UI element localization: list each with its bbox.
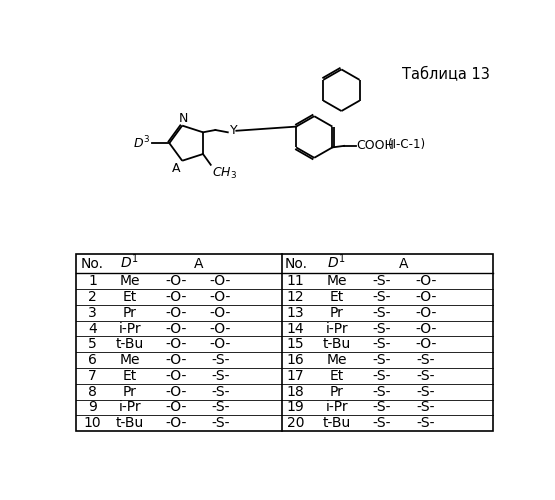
Text: 6: 6 xyxy=(88,353,97,367)
Text: A: A xyxy=(399,256,408,270)
Text: -O-: -O- xyxy=(165,338,187,351)
Text: -O-: -O- xyxy=(165,384,187,398)
Text: -S-: -S- xyxy=(372,322,391,336)
Text: -S-: -S- xyxy=(417,353,435,367)
Text: 15: 15 xyxy=(287,338,305,351)
Text: 1: 1 xyxy=(88,274,97,288)
Text: Pr: Pr xyxy=(330,384,344,398)
Text: -O-: -O- xyxy=(165,369,187,383)
Text: -O-: -O- xyxy=(210,290,231,304)
Text: -S-: -S- xyxy=(372,353,391,367)
Text: -S-: -S- xyxy=(211,369,230,383)
Text: Me: Me xyxy=(326,274,347,288)
Text: -O-: -O- xyxy=(165,322,187,336)
Text: Таблица 13: Таблица 13 xyxy=(402,67,490,82)
Text: -S-: -S- xyxy=(211,400,230,414)
Text: Et: Et xyxy=(330,369,344,383)
Text: 11: 11 xyxy=(287,274,305,288)
Text: -O-: -O- xyxy=(165,290,187,304)
Text: -O-: -O- xyxy=(210,306,231,320)
Text: Et: Et xyxy=(123,290,137,304)
Text: Pr: Pr xyxy=(330,306,344,320)
Text: (I-C-1): (I-C-1) xyxy=(388,138,425,151)
Text: 14: 14 xyxy=(287,322,305,336)
Text: -S-: -S- xyxy=(372,384,391,398)
Text: -S-: -S- xyxy=(372,290,391,304)
Text: $D^1$: $D^1$ xyxy=(327,253,346,272)
Text: i-Pr: i-Pr xyxy=(119,400,141,414)
Text: Pr: Pr xyxy=(123,384,137,398)
Text: i-Pr: i-Pr xyxy=(119,322,141,336)
Text: -O-: -O- xyxy=(415,322,437,336)
Text: 12: 12 xyxy=(287,290,305,304)
Text: Pr: Pr xyxy=(123,306,137,320)
Text: 18: 18 xyxy=(287,384,305,398)
Text: -O-: -O- xyxy=(415,290,437,304)
Text: -O-: -O- xyxy=(165,400,187,414)
Text: -S-: -S- xyxy=(372,274,391,288)
Text: -S-: -S- xyxy=(417,416,435,430)
Text: 20: 20 xyxy=(287,416,305,430)
Text: No.: No. xyxy=(284,256,307,270)
Text: Et: Et xyxy=(123,369,137,383)
Text: A: A xyxy=(172,162,180,175)
Text: Me: Me xyxy=(326,353,347,367)
Text: 7: 7 xyxy=(88,369,97,383)
Text: -O-: -O- xyxy=(165,274,187,288)
Text: 4: 4 xyxy=(88,322,97,336)
Text: -S-: -S- xyxy=(417,384,435,398)
Text: -O-: -O- xyxy=(210,274,231,288)
Text: 9: 9 xyxy=(88,400,97,414)
Text: N: N xyxy=(178,112,188,125)
Text: $D^3$: $D^3$ xyxy=(133,135,151,152)
Text: COOH: COOH xyxy=(356,140,394,152)
Text: -S-: -S- xyxy=(372,306,391,320)
Text: -S-: -S- xyxy=(372,338,391,351)
Text: A: A xyxy=(194,256,203,270)
Text: -O-: -O- xyxy=(210,338,231,351)
Text: 10: 10 xyxy=(84,416,102,430)
Text: $D^1$: $D^1$ xyxy=(120,253,139,272)
Text: -S-: -S- xyxy=(211,353,230,367)
Text: Y: Y xyxy=(230,124,238,138)
Text: 8: 8 xyxy=(88,384,97,398)
Text: -O-: -O- xyxy=(415,306,437,320)
Text: No.: No. xyxy=(81,256,104,270)
Text: Me: Me xyxy=(119,274,140,288)
Text: -O-: -O- xyxy=(415,274,437,288)
Text: -S-: -S- xyxy=(417,369,435,383)
Text: -O-: -O- xyxy=(165,353,187,367)
Text: 2: 2 xyxy=(88,290,97,304)
Text: t-Bu: t-Bu xyxy=(115,416,144,430)
Text: -S-: -S- xyxy=(211,416,230,430)
Text: Et: Et xyxy=(330,290,344,304)
Text: 16: 16 xyxy=(287,353,305,367)
Text: $CH_3$: $CH_3$ xyxy=(211,166,236,180)
Text: -O-: -O- xyxy=(210,322,231,336)
Text: 13: 13 xyxy=(287,306,305,320)
Text: i-Pr: i-Pr xyxy=(325,322,348,336)
Text: -S-: -S- xyxy=(372,400,391,414)
Text: t-Bu: t-Bu xyxy=(115,338,144,351)
Text: -O-: -O- xyxy=(415,338,437,351)
Text: -O-: -O- xyxy=(165,306,187,320)
Text: -S-: -S- xyxy=(372,416,391,430)
Text: 5: 5 xyxy=(88,338,97,351)
Text: -O-: -O- xyxy=(165,416,187,430)
Text: t-Bu: t-Bu xyxy=(322,338,351,351)
Text: 19: 19 xyxy=(287,400,305,414)
Text: -S-: -S- xyxy=(417,400,435,414)
Text: -S-: -S- xyxy=(211,384,230,398)
Text: i-Pr: i-Pr xyxy=(325,400,348,414)
Text: -S-: -S- xyxy=(372,369,391,383)
Text: 17: 17 xyxy=(287,369,305,383)
Text: t-Bu: t-Bu xyxy=(322,416,351,430)
Text: Me: Me xyxy=(119,353,140,367)
Text: 3: 3 xyxy=(88,306,97,320)
